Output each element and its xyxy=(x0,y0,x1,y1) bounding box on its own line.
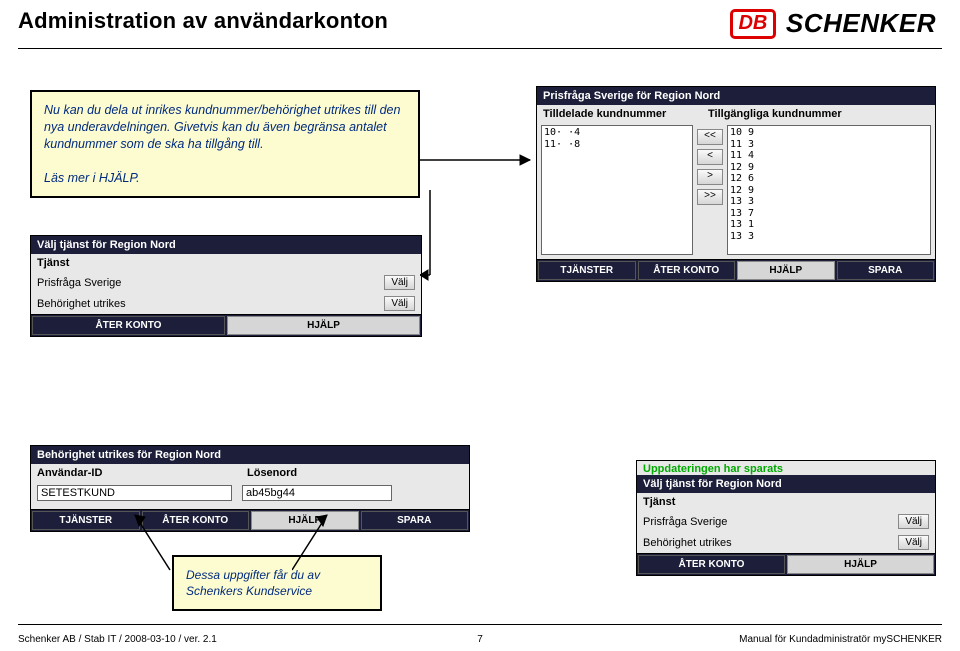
db-logo-icon: DB xyxy=(730,9,776,39)
help-button[interactable]: HJÄLP xyxy=(787,555,934,574)
list-item[interactable]: 12 9 xyxy=(730,162,928,174)
panel-footer: TJÄNSTER ÅTER KONTO HJÄLP SPARA xyxy=(31,509,469,531)
back-account-button[interactable]: ÅTER KONTO xyxy=(638,555,785,574)
column-label-userid: Användar-ID xyxy=(31,464,241,482)
list-item[interactable]: 12 9 xyxy=(730,185,928,197)
assigned-listbox[interactable]: 10· ·4 11· ·8 xyxy=(541,125,693,255)
help-button[interactable]: HJÄLP xyxy=(737,261,835,280)
available-listbox[interactable]: 10 9 11 3 11 4 12 9 12 6 12 9 13 3 13 7 … xyxy=(727,125,931,255)
brand-logo: DB SCHENKER xyxy=(730,8,936,39)
panel-behorighet-utrikes: Behörighet utrikes för Region Nord Använ… xyxy=(30,445,470,532)
password-input[interactable] xyxy=(242,485,392,501)
move-left-button[interactable]: < xyxy=(697,149,723,165)
service-name: Prisfråga Sverige xyxy=(37,277,384,289)
service-row: Behörighet utrikes Välj xyxy=(637,532,935,553)
panel-select-service: Välj tjänst för Region Nord Tjänst Prisf… xyxy=(30,235,422,337)
schenker-wordmark: SCHENKER xyxy=(786,8,936,39)
services-button[interactable]: TJÄNSTER xyxy=(538,261,636,280)
move-right-button[interactable]: > xyxy=(697,169,723,185)
footer-page-number: 7 xyxy=(477,634,483,645)
user-id-input[interactable] xyxy=(37,485,232,501)
update-status: Uppdateringen har sparats xyxy=(637,461,935,475)
footer-right: Manual för Kundadministratör mySCHENKER xyxy=(739,634,942,645)
divider-top xyxy=(18,48,942,49)
panel-footer: TJÄNSTER ÅTER KONTO HJÄLP SPARA xyxy=(537,259,935,281)
callout-arrow-2-icon xyxy=(420,190,450,290)
panel-header: Välj tjänst för Region Nord xyxy=(31,236,421,254)
select-button[interactable]: Välj xyxy=(898,535,929,550)
footer-left: Schenker AB / Stab IT / 2008-03-10 / ver… xyxy=(18,634,217,645)
info-callout-2: Dessa uppgifter får du av Schenkers Kund… xyxy=(172,555,382,611)
column-label-assigned: Tilldelade kundnummer xyxy=(537,105,702,123)
callout-arrow-3-icon xyxy=(130,510,180,580)
transfer-arrows: << < > >> xyxy=(693,127,727,255)
back-account-button[interactable]: ÅTER KONTO xyxy=(32,316,225,335)
info-callout-1: Nu kan du dela ut inrikes kundnummer/beh… xyxy=(30,90,420,198)
page-title: Administration av användarkonton xyxy=(18,8,388,34)
move-all-left-button[interactable]: << xyxy=(697,129,723,145)
list-item[interactable]: 12 6 xyxy=(730,173,928,185)
select-button[interactable]: Välj xyxy=(384,296,415,311)
help-button[interactable]: HJÄLP xyxy=(227,316,420,335)
select-button[interactable]: Välj xyxy=(898,514,929,529)
panel-header: Behörighet utrikes för Region Nord xyxy=(31,446,469,464)
column-label-password: Lösenord xyxy=(241,464,303,482)
list-item[interactable]: 10· ·4 xyxy=(544,127,690,139)
list-item[interactable]: 10 9 xyxy=(730,127,928,139)
list-item[interactable]: 13 3 xyxy=(730,196,928,208)
list-item[interactable]: 13 3 xyxy=(730,231,928,243)
services-button[interactable]: TJÄNSTER xyxy=(32,511,140,530)
list-item[interactable]: 11 4 xyxy=(730,150,928,162)
panel-prisfraga: Prisfråga Sverige för Region Nord Tillde… xyxy=(536,86,936,282)
list-item[interactable]: 11· ·8 xyxy=(544,139,690,151)
list-item[interactable]: 11 3 xyxy=(730,139,928,151)
column-label-available: Tillgängliga kundnummer xyxy=(702,105,935,123)
service-name: Behörighet utrikes xyxy=(643,537,898,549)
service-row: Prisfråga Sverige Välj xyxy=(637,511,935,532)
list-item[interactable]: 13 7 xyxy=(730,208,928,220)
callout-arrow-4-icon xyxy=(292,510,342,580)
panel-footer: ÅTER KONTO HJÄLP xyxy=(31,314,421,336)
panel-header: Prisfråga Sverige för Region Nord xyxy=(537,87,935,105)
panel-footer: ÅTER KONTO HJÄLP xyxy=(637,553,935,575)
column-label: Tjänst xyxy=(637,493,935,511)
service-name: Behörighet utrikes xyxy=(37,298,384,310)
list-item[interactable]: 13 1 xyxy=(730,219,928,231)
service-name: Prisfråga Sverige xyxy=(643,516,898,528)
column-label: Tjänst xyxy=(31,254,421,272)
divider-bottom xyxy=(18,624,942,625)
save-button[interactable]: SPARA xyxy=(361,511,469,530)
save-button[interactable]: SPARA xyxy=(837,261,935,280)
select-button[interactable]: Välj xyxy=(384,275,415,290)
panel-updated-service: Uppdateringen har sparats Välj tjänst fö… xyxy=(636,460,936,576)
back-account-button[interactable]: ÅTER KONTO xyxy=(638,261,736,280)
move-all-right-button[interactable]: >> xyxy=(697,189,723,205)
service-row: Behörighet utrikes Välj xyxy=(31,293,421,314)
service-row: Prisfråga Sverige Välj xyxy=(31,272,421,293)
panel-header: Välj tjänst för Region Nord xyxy=(637,475,935,493)
